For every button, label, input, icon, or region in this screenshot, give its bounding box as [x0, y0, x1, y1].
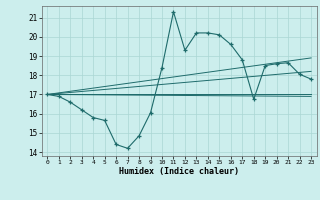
X-axis label: Humidex (Indice chaleur): Humidex (Indice chaleur): [119, 167, 239, 176]
